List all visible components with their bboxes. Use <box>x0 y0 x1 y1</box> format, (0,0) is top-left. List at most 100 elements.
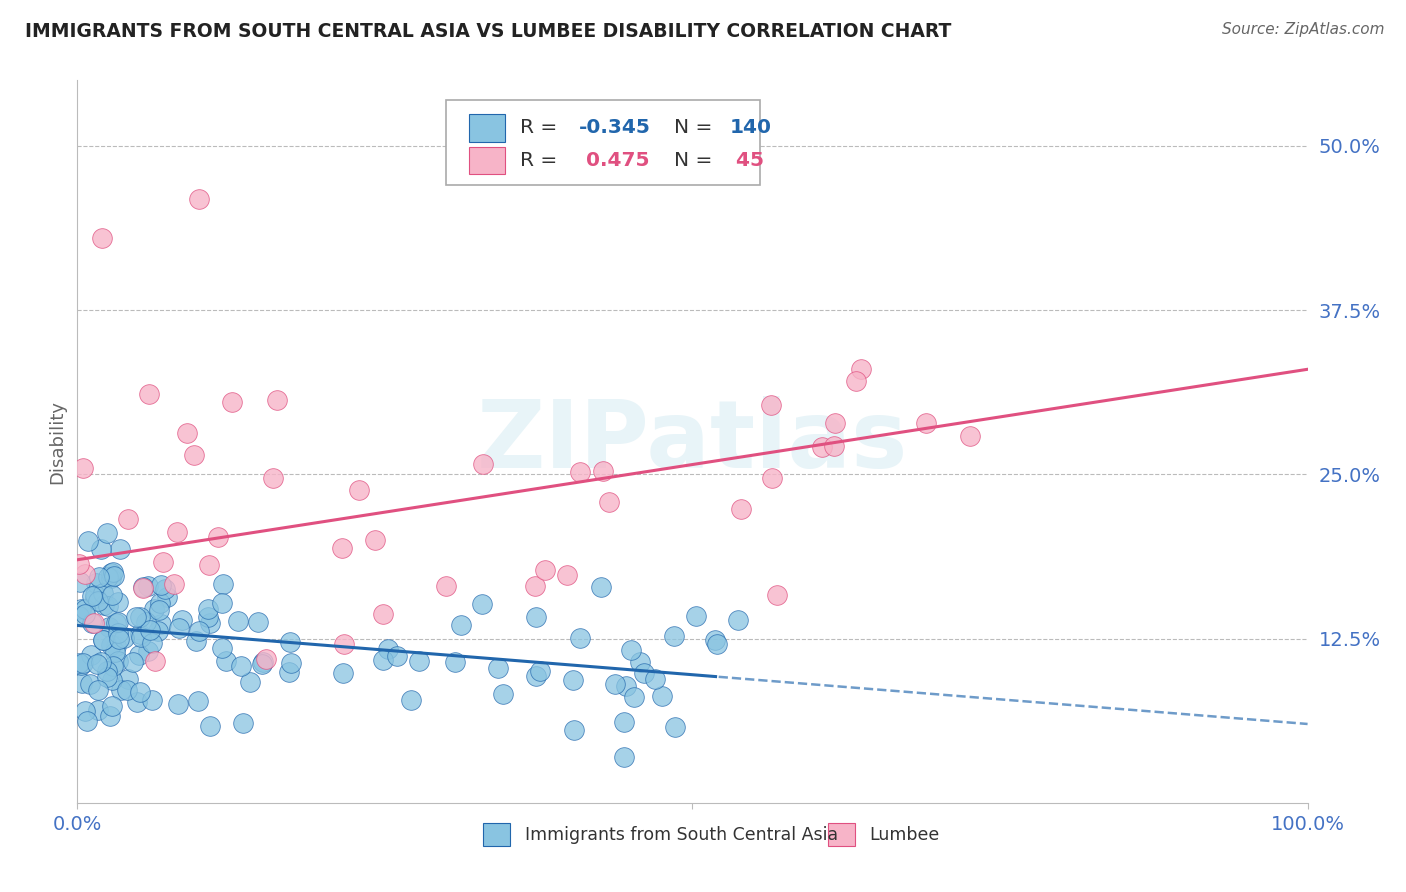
Point <box>197 610 219 624</box>
Point <box>129 609 152 624</box>
Point <box>91 633 114 648</box>
Point <box>200 616 222 631</box>
Point <box>254 651 277 665</box>
Point <box>80 615 103 630</box>
Point <box>96 525 118 540</box>
Point <box>79 676 101 690</box>
Point <box>108 541 131 556</box>
Point <box>149 578 172 592</box>
Point <box>75 704 97 718</box>
Point <box>170 613 193 627</box>
Point <box>84 575 107 590</box>
Point <box>104 615 127 630</box>
Point <box>706 637 728 651</box>
Point <box>75 602 97 616</box>
Point <box>592 464 614 478</box>
Point <box>614 679 637 693</box>
Point <box>198 719 221 733</box>
Point <box>122 655 145 669</box>
Point <box>139 624 162 638</box>
Point <box>664 720 686 734</box>
Point <box>128 685 150 699</box>
Point <box>100 698 122 713</box>
Point <box>524 610 547 624</box>
Point <box>685 608 707 623</box>
FancyBboxPatch shape <box>828 823 855 847</box>
Point <box>76 714 98 728</box>
Point <box>79 648 101 662</box>
Text: 45: 45 <box>730 151 765 170</box>
Point <box>730 501 752 516</box>
Point <box>277 665 299 680</box>
Point <box>349 483 371 497</box>
Point <box>959 429 981 443</box>
FancyBboxPatch shape <box>468 114 506 142</box>
Text: 0.475: 0.475 <box>579 151 650 170</box>
Point <box>141 693 163 707</box>
Point <box>364 533 387 548</box>
Point <box>765 588 787 602</box>
Point <box>399 693 422 707</box>
Point <box>628 655 651 669</box>
Point <box>620 642 643 657</box>
Point <box>246 615 269 629</box>
Point <box>97 570 120 584</box>
Y-axis label: Disability: Disability <box>48 400 66 483</box>
Point <box>107 595 129 609</box>
Point <box>486 661 509 675</box>
Point <box>129 630 152 644</box>
Point <box>67 608 90 623</box>
Point <box>155 582 177 597</box>
Point <box>96 664 118 678</box>
Point <box>115 683 138 698</box>
Point <box>156 590 179 604</box>
Point <box>633 666 655 681</box>
Point <box>377 641 399 656</box>
Point <box>623 690 645 705</box>
Point <box>915 417 938 431</box>
Point <box>492 687 515 701</box>
Point <box>262 471 284 485</box>
Point <box>332 637 354 651</box>
Point <box>101 566 124 580</box>
Point <box>727 613 749 627</box>
Point <box>214 654 236 668</box>
Point <box>198 558 221 572</box>
Point <box>434 579 457 593</box>
Point <box>148 624 170 639</box>
Point <box>72 460 94 475</box>
Point <box>138 644 160 658</box>
Point <box>186 633 208 648</box>
Point <box>70 657 93 672</box>
Point <box>371 607 394 621</box>
Point <box>67 656 90 670</box>
Point <box>97 599 120 613</box>
Point <box>70 675 93 690</box>
Point <box>603 677 626 691</box>
Point <box>408 654 430 668</box>
Point <box>117 672 139 686</box>
Point <box>125 610 148 624</box>
Point <box>112 631 135 645</box>
Point <box>90 541 112 556</box>
Point <box>91 585 114 599</box>
Point <box>148 603 170 617</box>
Point <box>103 569 125 583</box>
Text: Immigrants from South Central Asia: Immigrants from South Central Asia <box>526 826 838 844</box>
Point <box>132 580 155 594</box>
Point <box>86 657 108 672</box>
Point <box>211 596 233 610</box>
Point <box>471 457 494 471</box>
Point <box>98 709 121 723</box>
Point <box>845 375 868 389</box>
Text: -0.345: -0.345 <box>579 119 651 137</box>
Point <box>471 597 494 611</box>
Point <box>70 602 93 616</box>
Text: N =: N = <box>673 151 713 170</box>
Point <box>98 620 121 634</box>
Point <box>87 683 110 698</box>
Point <box>385 648 408 663</box>
Text: R =: R = <box>520 119 557 137</box>
Point <box>187 694 209 708</box>
Point <box>232 716 254 731</box>
